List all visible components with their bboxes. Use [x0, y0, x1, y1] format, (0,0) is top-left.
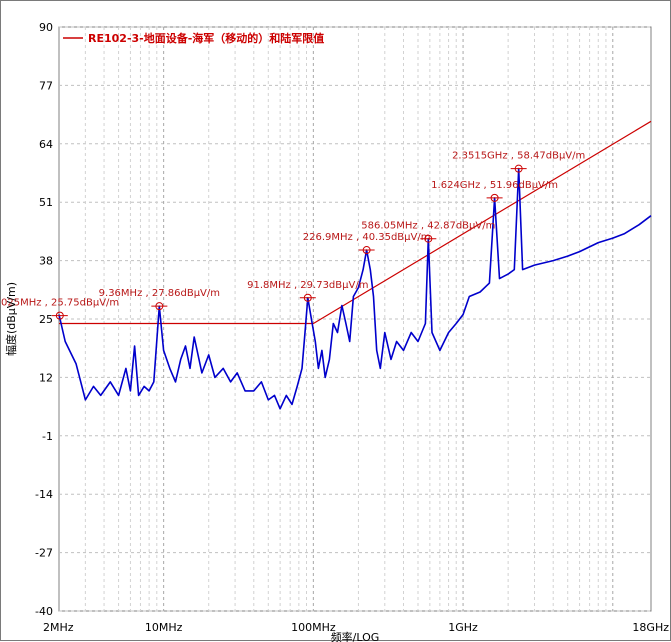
peak-marker-label: 2.3515GHz , 58.47dBμV/m: [452, 151, 585, 162]
peak-marker-label: 91.8MHz , 29.73dBμV/m: [247, 280, 368, 291]
limit-line: [59, 120, 652, 325]
peak-marker-label: 025MHz , 25.75dBμV/m: [1, 298, 119, 309]
y-tick-label: 38: [39, 255, 53, 268]
peak-marker: 025MHz , 25.75dBμV/m: [1, 298, 119, 320]
peak-marker-label: 1.624GHz , 51.96dBμV/m: [431, 180, 558, 191]
peak-marker: 226.9MHz , 40.35dBμV/m: [303, 232, 431, 255]
y-axis-ticks: 90 77 64 51 38 25 12 -1 -14 -27 -40: [35, 21, 53, 618]
peak-marker: 586.05MHz , 42.87dBμV/m: [361, 221, 495, 243]
y-tick-label: 90: [39, 21, 53, 34]
x-axis-label: 频率/LOG: [331, 630, 380, 642]
x-tick-label: 1GHz: [448, 621, 478, 634]
y-tick-label: -1: [42, 430, 53, 443]
y-tick-label: 77: [39, 79, 53, 92]
peak-marker: 9.36MHz , 27.86dBμV/m: [99, 288, 220, 311]
x-tick-label: 10MHz: [145, 621, 183, 634]
y-tick-label: 12: [39, 371, 53, 384]
x-axis-ticks: 2MHz 10MHz 100MHz 1GHz 18GHz: [43, 621, 669, 634]
y-tick-label: 25: [39, 313, 53, 326]
peak-marker-label: 586.05MHz , 42.87dBμV/m: [361, 221, 495, 232]
peak-marker-label: 226.9MHz , 40.35dBμV/m: [303, 232, 431, 243]
y-tick-label: -27: [35, 547, 53, 560]
y-axis-label: 幅度(dBμV/m): [4, 282, 18, 356]
y-tick-label: -40: [35, 605, 53, 618]
peak-marker: 2.3515GHz , 58.47dBμV/m: [452, 151, 585, 173]
peak-marker-label: 9.36MHz , 27.86dBμV/m: [99, 288, 220, 299]
marker-layer: 025MHz , 25.75dBμV/m9.36MHz , 27.86dBμV/…: [1, 151, 585, 320]
legend-entry: RE102-3-地面设备-海军（移动的）和陆军限值: [88, 31, 324, 45]
x-tick-label: 18GHz: [632, 621, 669, 634]
grid: [59, 26, 651, 612]
peak-marker: 1.624GHz , 51.96dBμV/m: [431, 180, 558, 202]
y-tick-label: -14: [35, 488, 53, 501]
y-tick-label: 51: [39, 196, 53, 209]
x-tick-label: 100MHz: [291, 621, 336, 634]
x-tick-label: 2MHz: [43, 621, 74, 634]
y-tick-label: 64: [39, 138, 53, 151]
legend: RE102-3-地面设备-海军（移动的）和陆军限值: [63, 31, 324, 45]
peak-marker: 91.8MHz , 29.73dBμV/m: [247, 280, 368, 302]
